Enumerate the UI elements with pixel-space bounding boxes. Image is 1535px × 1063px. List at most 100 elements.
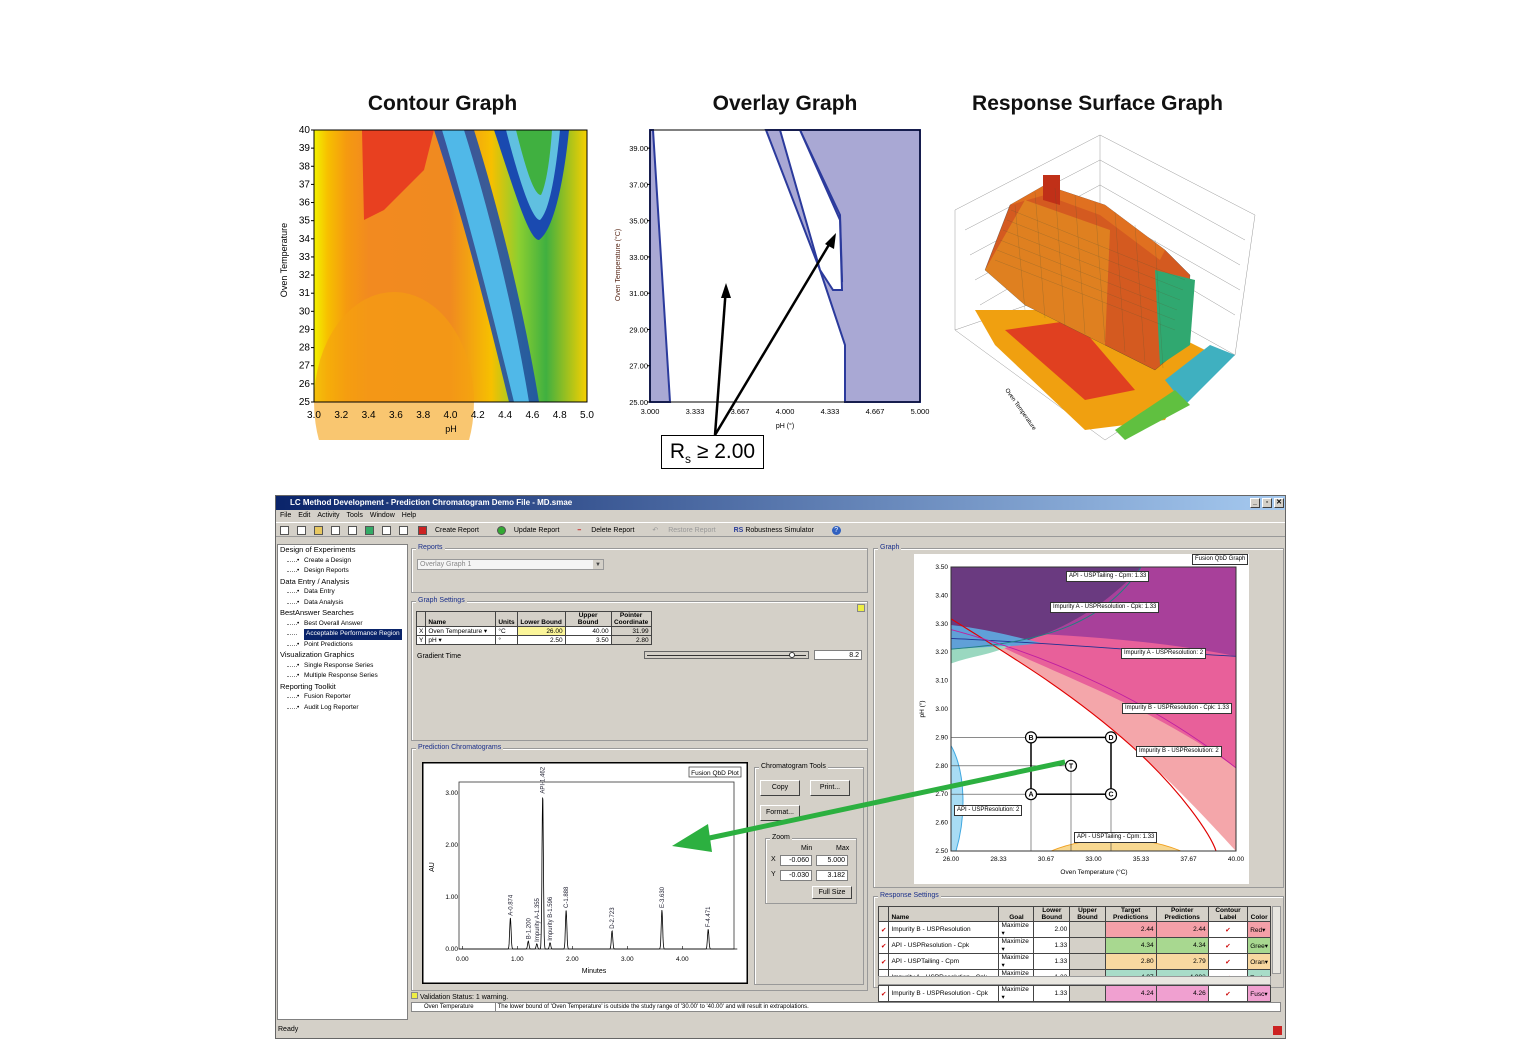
create-report-button[interactable]: Create Report bbox=[417, 525, 487, 535]
lower-bound-input[interactable]: 2.50 bbox=[516, 635, 566, 645]
name-select[interactable]: pH ▾ bbox=[425, 635, 497, 645]
goal-select[interactable]: Maximize ▾ bbox=[998, 953, 1035, 970]
vertical-scrollbar[interactable] bbox=[1272, 906, 1281, 974]
contour-label: API - USPTailing - Cpm: 1.33 bbox=[1066, 571, 1150, 582]
template-icon[interactable] bbox=[297, 525, 306, 535]
menu-activity[interactable]: Activity bbox=[317, 512, 340, 519]
upper-bound-input[interactable]: 40.00 bbox=[564, 626, 612, 636]
design-point-D[interactable] bbox=[1104, 731, 1118, 744]
tree-section[interactable]: Design of Experiments bbox=[280, 545, 356, 554]
tree-item[interactable]: • Multiple Response Series bbox=[278, 671, 407, 682]
print-button[interactable]: Print... bbox=[810, 780, 850, 796]
menu-file[interactable]: File bbox=[280, 512, 292, 519]
settings-icon[interactable] bbox=[857, 604, 865, 612]
robustness-simulator-button[interactable]: RS Robustness Simulator bbox=[733, 527, 814, 534]
goal-select[interactable]: Maximize ▾ bbox=[998, 937, 1035, 954]
response-settings-group: Response Settings Name Goal Lower Bound Upp… bbox=[873, 892, 1284, 1002]
tree-item[interactable]: Acceptable Performance Region bbox=[278, 629, 407, 640]
tick-label: 4.333 bbox=[821, 407, 840, 416]
checkbox[interactable]: ✔ bbox=[877, 937, 890, 954]
tree-section[interactable]: Visualization Graphics bbox=[280, 650, 355, 659]
update-report-button[interactable]: Update Report bbox=[496, 525, 568, 535]
design-point-A[interactable] bbox=[1024, 788, 1038, 801]
color-select[interactable]: Fusc▾ bbox=[1247, 985, 1271, 1002]
tick-label: 1.00 bbox=[445, 894, 458, 901]
menu-edit[interactable]: Edit bbox=[298, 512, 311, 519]
lower-bound-input[interactable]: 26.00 bbox=[516, 626, 566, 636]
tree-item[interactable]: • Fusion Reporter bbox=[278, 692, 407, 703]
close-button[interactable]: ✕ bbox=[1274, 498, 1284, 508]
x-max-input[interactable]: 5.000 bbox=[816, 855, 848, 866]
tree-section[interactable]: BestAnswer Searches bbox=[280, 608, 354, 617]
tree-item[interactable]: • Audit Log Reporter bbox=[278, 703, 407, 714]
color-select[interactable]: Oran▾ bbox=[1247, 953, 1271, 970]
exit-icon[interactable] bbox=[365, 525, 374, 535]
lower-bound-input[interactable]: 1.33 bbox=[1033, 937, 1071, 954]
checkbox[interactable]: ✔ bbox=[877, 921, 890, 938]
contour-label-checkbox[interactable]: ✔ bbox=[1207, 953, 1249, 970]
lower-bound-input[interactable]: 1.33 bbox=[1033, 953, 1071, 970]
tick-label: 0.00 bbox=[456, 956, 469, 963]
goal-select[interactable]: Maximize ▾ bbox=[998, 921, 1035, 938]
name-select[interactable]: Oven Temperature ▾ bbox=[425, 626, 497, 636]
gradient-time-input[interactable]: 8.2 bbox=[814, 650, 862, 660]
color-select[interactable]: Red▾ bbox=[1247, 921, 1271, 938]
x-min-input[interactable]: -0.060 bbox=[780, 855, 812, 866]
goal-select[interactable]: Maximize ▾ bbox=[998, 985, 1035, 1002]
slider-thumb[interactable] bbox=[789, 652, 796, 658]
print-icon[interactable] bbox=[382, 525, 391, 535]
export-icon[interactable] bbox=[348, 525, 357, 535]
tree-item[interactable]: • Point Predictions bbox=[278, 640, 407, 651]
annotation-arrow bbox=[713, 237, 835, 436]
y-min-input[interactable]: -0.030 bbox=[780, 870, 812, 881]
help-icon[interactable]: ? bbox=[831, 526, 841, 535]
menu-tools[interactable]: Tools bbox=[346, 512, 363, 519]
tick-label: 3.667 bbox=[731, 407, 750, 416]
tree-section[interactable]: Data Entry / Analysis bbox=[280, 576, 350, 586]
delete-report-button[interactable]: – Delete Report bbox=[577, 527, 635, 534]
lower-bound-input[interactable]: 2.00 bbox=[1033, 921, 1071, 938]
tree-item-label: Multiple Response Series bbox=[304, 672, 378, 679]
design-point-T[interactable] bbox=[1064, 759, 1078, 772]
contour-label-checkbox[interactable]: ✔ bbox=[1207, 985, 1249, 1002]
contour-label-checkbox[interactable]: ✔ bbox=[1207, 937, 1249, 954]
validation-message-row[interactable]: Oven Temperature The lower bound of 'Ove… bbox=[411, 1002, 1281, 1012]
checkbox[interactable]: ✔ bbox=[877, 985, 890, 1002]
restore-button[interactable]: ▫ bbox=[1262, 498, 1272, 508]
tree-item[interactable]: • Data Entry bbox=[278, 587, 407, 598]
design-point-B[interactable] bbox=[1024, 731, 1038, 744]
tree-section[interactable]: Reporting Toolkit bbox=[280, 681, 336, 691]
view-icon[interactable] bbox=[399, 525, 408, 535]
tree-item[interactable]: • Create a Design bbox=[278, 556, 407, 567]
horizontal-scrollbar[interactable] bbox=[878, 976, 1271, 985]
design-point-C[interactable] bbox=[1104, 788, 1118, 801]
new-file-icon[interactable] bbox=[280, 525, 289, 535]
menu-window[interactable]: Window bbox=[369, 512, 395, 519]
y-max-input[interactable]: 3.182 bbox=[816, 870, 848, 881]
upper-bound-input[interactable]: 3.50 bbox=[564, 635, 612, 645]
restore-report-button[interactable]: ↶ Restore Report bbox=[652, 527, 716, 534]
tree-item[interactable]: • Design Reports bbox=[278, 566, 407, 577]
reports-legend: Reports bbox=[416, 544, 445, 551]
full-size-button[interactable]: Full Size bbox=[812, 886, 852, 899]
report-select[interactable]: Overlay Graph 1 ▼ bbox=[417, 559, 604, 570]
tree-item[interactable]: • Data Analysis bbox=[278, 598, 407, 609]
chromatogram-plot: Fusion QbD Plot 0.00 1.00 2.00 3.00 0.00 1.00… bbox=[422, 762, 748, 984]
open-folder-icon[interactable] bbox=[314, 525, 323, 535]
menu-help[interactable]: Help bbox=[401, 512, 417, 519]
chevron-down-icon[interactable]: ▼ bbox=[593, 560, 603, 569]
graph-ylabel: pH (°) bbox=[918, 700, 926, 717]
gradient-time-slider[interactable] bbox=[644, 651, 809, 659]
tick-label: 4.000 bbox=[776, 407, 795, 416]
save-icon[interactable] bbox=[331, 525, 340, 535]
color-select[interactable]: Gree▾ bbox=[1247, 937, 1271, 954]
response-surface-graph: Oven Temperature bbox=[954, 134, 1256, 441]
contour-label-checkbox[interactable]: ✔ bbox=[1207, 921, 1249, 938]
tick-label: 2.00 bbox=[445, 842, 458, 849]
lower-bound-input[interactable]: 1.33 bbox=[1033, 985, 1071, 1002]
tree-item[interactable]: • Best Overall Answer bbox=[278, 619, 407, 630]
copy-button[interactable]: Copy bbox=[760, 780, 800, 796]
checkbox[interactable]: ✔ bbox=[877, 953, 890, 970]
minimize-button[interactable]: _ bbox=[1250, 498, 1260, 508]
tree-item[interactable]: • Single Response Series bbox=[278, 661, 407, 672]
